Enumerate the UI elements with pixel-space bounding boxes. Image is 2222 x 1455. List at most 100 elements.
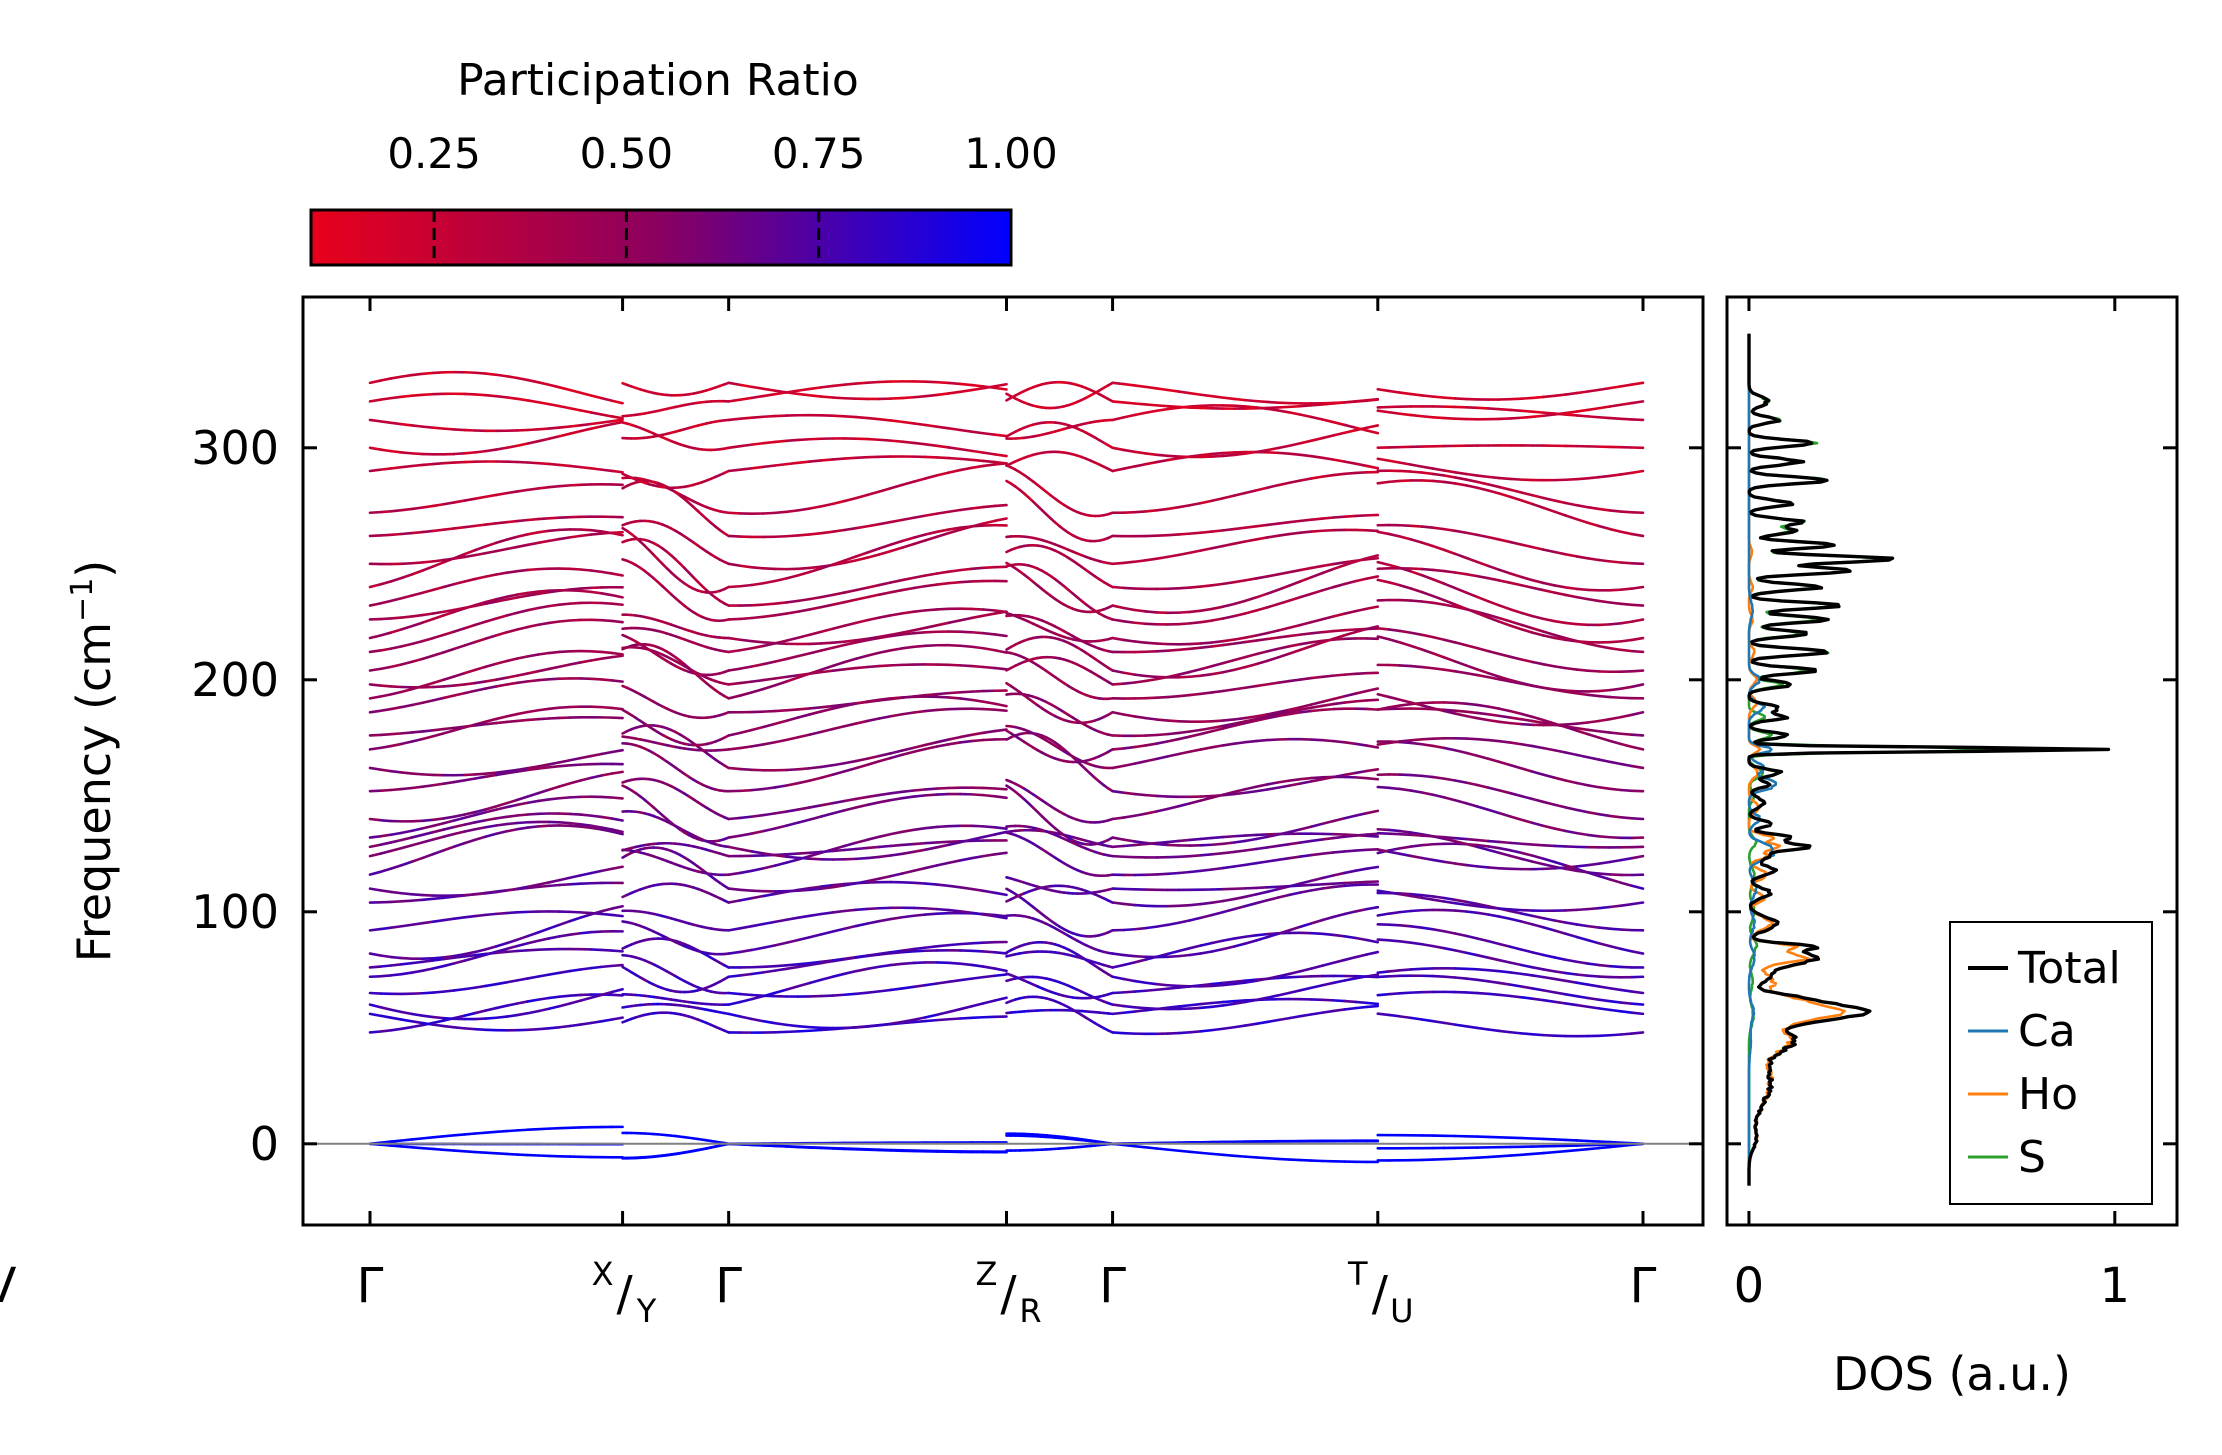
band-segment xyxy=(463,1011,477,1017)
band-segment xyxy=(1553,970,1567,975)
band-segment xyxy=(831,668,846,672)
band-segment xyxy=(1398,1015,1413,1020)
band-segment xyxy=(1321,615,1335,621)
band-segment xyxy=(1498,969,1512,974)
band-segment xyxy=(808,885,823,890)
band-segment xyxy=(473,948,488,954)
band-segment xyxy=(993,830,1008,836)
band-segment xyxy=(831,848,846,853)
band-segment xyxy=(935,707,950,712)
band-segment xyxy=(935,510,950,515)
band-segment xyxy=(750,662,765,668)
band-segment xyxy=(1531,951,1545,957)
band-segment xyxy=(773,988,788,995)
band-segment xyxy=(1243,939,1258,945)
band-segment xyxy=(558,1024,572,1029)
band-segment xyxy=(935,425,950,430)
band-segment xyxy=(1221,907,1236,914)
band-segment xyxy=(877,664,893,668)
band-segment xyxy=(568,931,582,936)
band-segment xyxy=(993,951,1008,955)
band-segment xyxy=(431,821,445,828)
band-segment xyxy=(1586,996,1601,1001)
band-segment xyxy=(958,838,974,844)
band-segment xyxy=(421,852,435,860)
band-segment xyxy=(750,946,765,952)
band-segment xyxy=(1166,804,1181,811)
band-segment xyxy=(1288,648,1302,655)
band-segment xyxy=(866,760,881,766)
band-segment xyxy=(516,941,530,948)
band-segment xyxy=(982,853,997,858)
band-segment xyxy=(924,535,939,542)
band-segment xyxy=(442,630,456,637)
band-segment xyxy=(610,706,624,711)
band-segment xyxy=(1509,961,1523,967)
band-segment xyxy=(1210,1000,1225,1005)
band-segment xyxy=(1299,641,1313,646)
band-segment xyxy=(738,443,754,448)
band-segment xyxy=(958,457,974,462)
band-segment xyxy=(1177,870,1192,875)
band-segment xyxy=(1133,989,1148,993)
band-segment xyxy=(442,825,456,831)
band-segment xyxy=(1321,562,1335,568)
band-segment xyxy=(1177,1003,1192,1008)
band-segment xyxy=(600,815,614,820)
band-segment xyxy=(1564,993,1578,998)
band-segment xyxy=(1210,605,1225,611)
band-segment xyxy=(505,444,519,450)
band-segment xyxy=(1144,925,1159,930)
band-segment xyxy=(442,684,456,688)
band-segment xyxy=(442,832,456,838)
band-segment xyxy=(568,483,582,487)
band-segment xyxy=(505,657,519,663)
band-segment xyxy=(819,669,835,674)
band-segment xyxy=(1111,467,1125,473)
band-segment xyxy=(1288,411,1302,416)
band-segment xyxy=(400,642,414,648)
band-segment xyxy=(773,577,788,583)
band-segment xyxy=(819,502,835,508)
band-segment xyxy=(750,829,765,835)
band-segment xyxy=(368,667,382,672)
band-segment xyxy=(1243,789,1258,795)
band-segment xyxy=(866,553,881,559)
band-segment xyxy=(1542,916,1556,922)
band-segment xyxy=(1343,999,1357,1004)
band-segment xyxy=(1464,903,1479,908)
band-segment xyxy=(901,869,916,875)
band-segment xyxy=(1321,434,1335,440)
band-segment xyxy=(1509,917,1523,923)
band-segment xyxy=(843,759,858,765)
band-segment xyxy=(526,791,540,798)
band-segment xyxy=(558,1002,572,1008)
band-segment xyxy=(808,933,823,939)
band-segment xyxy=(558,796,572,800)
band-segment xyxy=(400,422,414,427)
band-segment xyxy=(1597,1033,1612,1038)
band-segment xyxy=(738,396,754,401)
band-segment xyxy=(924,393,939,398)
band-segment xyxy=(750,394,765,400)
band-segment xyxy=(610,913,624,918)
band-segment xyxy=(947,840,962,847)
band-segment xyxy=(912,1019,927,1024)
band-segment xyxy=(1243,901,1258,908)
band-segment xyxy=(1376,1012,1391,1017)
band-segment xyxy=(431,956,445,960)
band-segment xyxy=(389,1027,403,1032)
band-segment xyxy=(421,462,435,467)
band-segment xyxy=(785,781,800,787)
band-segment xyxy=(568,812,582,816)
band-segment xyxy=(400,923,414,928)
band-segment xyxy=(854,907,869,912)
band-segment xyxy=(1619,1032,1634,1036)
band-segment xyxy=(1321,998,1335,1002)
band-segment xyxy=(610,963,624,968)
band-segment xyxy=(1265,844,1280,849)
band-segment xyxy=(843,1026,858,1030)
band-segment xyxy=(1210,719,1225,723)
band-segment xyxy=(537,437,551,443)
band-segment xyxy=(452,955,467,960)
